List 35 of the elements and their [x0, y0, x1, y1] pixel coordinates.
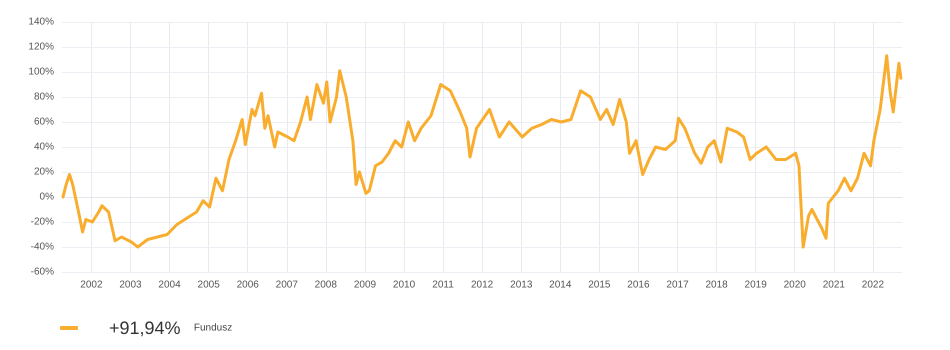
x-tick-label: 2022	[862, 280, 884, 290]
x-tick-label: 2017	[666, 280, 690, 290]
x-tick-label: 2019	[744, 280, 768, 290]
x-tick-label: 2002	[80, 280, 103, 290]
x-tick-label: 2003	[119, 280, 142, 290]
x-tick-label: 2014	[549, 280, 572, 290]
x-tick-label: 2016	[627, 280, 650, 290]
x-tick-label: 2010	[392, 280, 416, 290]
y-tick-label: 60%	[34, 116, 54, 128]
x-tick-label: 2020	[784, 280, 806, 290]
x-tick-label: 2005	[198, 280, 220, 290]
x-tick-label: 2015	[588, 280, 611, 290]
y-tick-label: 140%	[28, 16, 54, 28]
y-tick-label: -40%	[30, 242, 54, 252]
line-series	[61, 54, 902, 248]
y-tick-label: 80%	[34, 92, 54, 102]
y-tick-label: 120%	[28, 42, 54, 52]
text: Fundusz	[194, 322, 232, 334]
x-tick-label: 2006	[236, 280, 260, 290]
y-tick-label: 20%	[34, 166, 54, 178]
y-tick-label: -60%	[30, 266, 54, 278]
x-tick-label: 2013	[510, 280, 533, 290]
x-tick-label: 2011	[432, 280, 454, 290]
x-tick-label: 2008	[314, 280, 338, 290]
text: +91,94%	[109, 318, 181, 338]
x-tick-label: 2009	[354, 280, 377, 290]
x-tick-label: 2021	[822, 280, 846, 290]
y-tick-label: 100%	[28, 66, 54, 78]
x-tick-label: 2012	[470, 280, 494, 290]
y-tick-label: 40%	[34, 142, 54, 152]
y-tick-label: -20%	[30, 216, 54, 228]
x-tick-label: 2004	[158, 280, 182, 290]
x-tick-label: 2018	[705, 280, 728, 290]
y-tick-label: 0%	[40, 192, 54, 202]
x-tick-label: 2007	[276, 280, 298, 290]
